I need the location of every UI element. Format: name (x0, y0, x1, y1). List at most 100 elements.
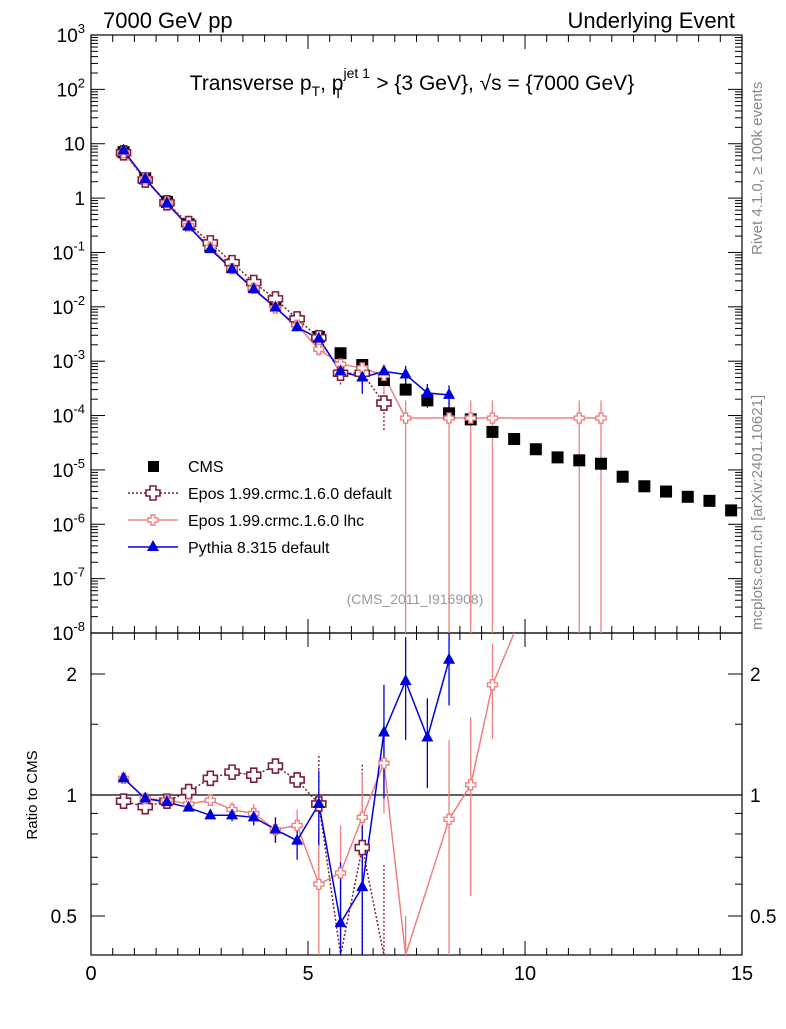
data-point-cms (399, 383, 412, 396)
data-point-pythia (247, 810, 260, 822)
data-point-epos-default (180, 783, 197, 800)
data-point-cms (594, 457, 607, 470)
y-tick-label: 10-6 (52, 510, 85, 536)
analysis-id-label: (CMS_2011_I916908) (347, 591, 484, 607)
legend-label-cms: CMS (188, 459, 224, 476)
data-point-epos-lhc (356, 362, 368, 374)
legend-entry-epos-lhc: Epos 1.99.crmc.1.6.0 lhc (128, 513, 364, 530)
data-point-epos-lhc (443, 813, 455, 826)
data-point-pythia (312, 331, 325, 343)
legend-marker-pythia (147, 540, 159, 551)
data-point-pythia (226, 808, 239, 820)
y-tick-label: 10-2 (52, 293, 85, 319)
data-point-cms (703, 494, 716, 507)
data-point-pythia (182, 800, 195, 812)
data-point-pythia (334, 916, 347, 928)
header-right-label: Underlying Event (567, 8, 735, 33)
data-point-pythia (117, 771, 130, 783)
y-tick-label: 10-3 (52, 347, 85, 373)
data-point-cms (529, 443, 542, 456)
data-point-pythia (377, 725, 390, 737)
y-tick-label: 10-4 (52, 402, 85, 428)
y-tick-label: 103 (57, 21, 85, 47)
y-tick-label: 10-7 (52, 565, 85, 591)
data-point-epos-lhc (313, 343, 325, 356)
data-point-epos-lhc (573, 412, 585, 424)
data-point-pythia (377, 364, 390, 376)
data-point-cms (421, 394, 434, 407)
data-point-pythia (334, 364, 347, 376)
data-point-epos-lhc (465, 412, 477, 424)
header-left-label: 7000 GeV pp (103, 8, 233, 33)
data-point-cms (681, 490, 694, 503)
data-point-pythia (204, 808, 217, 820)
data-point-epos-default (267, 758, 284, 774)
data-point-epos-lhc (465, 779, 477, 791)
data-point-cms (551, 451, 564, 464)
data-point-pythia (399, 674, 412, 686)
data-point-epos-lhc (204, 794, 217, 807)
x-tick-label: 10 (514, 963, 536, 985)
data-point-cms (334, 347, 347, 360)
data-point-cms (660, 485, 673, 498)
data-point-pythia (399, 367, 412, 379)
data-point-pythia (443, 387, 456, 399)
ratio-y-tick-label-right: 0.5 (750, 907, 776, 928)
y-tick-label: 10-1 (52, 238, 85, 264)
data-point-epos-default (376, 395, 392, 411)
data-point-pythia (291, 833, 304, 845)
data-point-pythia (269, 822, 282, 834)
data-point-cms (616, 470, 629, 483)
legend-entry-epos-default: Epos 1.99.crmc.1.6.0 default (128, 485, 392, 503)
data-point-pythia (421, 730, 434, 742)
y-tick-label: 102 (57, 75, 85, 101)
data-point-pythia (139, 171, 152, 183)
legend-marker-cms (148, 461, 159, 472)
data-point-pythia (160, 795, 173, 807)
data-point-pythia (117, 143, 130, 155)
data-point-cms (486, 425, 499, 438)
x-tick-label: 5 (302, 963, 313, 985)
legend-marker-epos-lhc (147, 514, 159, 526)
data-point-pythia (139, 791, 152, 803)
data-point-pythia (312, 796, 325, 808)
data-point-cms (638, 480, 651, 493)
data-point-epos-default (115, 793, 132, 810)
y-tick-label: 10 (64, 135, 85, 156)
y-tick-label: 10-8 (52, 619, 85, 645)
data-point-cms (725, 504, 738, 517)
data-point-epos-lhc (291, 819, 303, 832)
series-line-pythia (123, 150, 450, 396)
ratio-axis-label: Ratio to CMS (24, 750, 41, 839)
legend: CMS Epos 1.99.crmc.1.6.0 default Epos 1.… (128, 459, 392, 557)
data-point-pythia (204, 242, 217, 254)
ratio-y-tick-label: 0.5 (51, 907, 77, 928)
data-point-epos-default (224, 764, 240, 780)
data-point-epos-default (202, 770, 219, 787)
ratio-y-tick-label: 2 (66, 665, 77, 686)
legend-label-epos-lhc: Epos 1.99.crmc.1.6.0 lhc (188, 513, 364, 530)
data-point-epos-lhc (486, 412, 499, 424)
data-point-epos-lhc (313, 878, 325, 890)
data-point-pythia (226, 262, 239, 274)
legend-entry-pythia: Pythia 8.315 default (128, 540, 330, 557)
data-point-cms (573, 454, 586, 467)
data-point-epos-lhc (595, 412, 607, 424)
data-point-pythia (356, 370, 369, 382)
x-tick-label: 15 (731, 963, 753, 985)
legend-entry-cms: CMS (148, 459, 224, 476)
data-point-epos-default (245, 767, 262, 784)
data-point-pythia (356, 880, 369, 892)
ratio-line-pythia (123, 659, 450, 926)
data-point-epos-default (354, 839, 371, 856)
x-tick-label: 0 (85, 963, 96, 985)
data-point-epos-lhc (399, 412, 412, 424)
legend-label-epos-default: Epos 1.99.crmc.1.6.0 default (188, 486, 392, 503)
data-point-pythia (443, 652, 456, 664)
data-point-epos-default (289, 772, 305, 788)
data-point-epos-lhc (334, 867, 347, 879)
data-point-pythia (160, 196, 173, 208)
data-point-pythia (182, 219, 195, 231)
